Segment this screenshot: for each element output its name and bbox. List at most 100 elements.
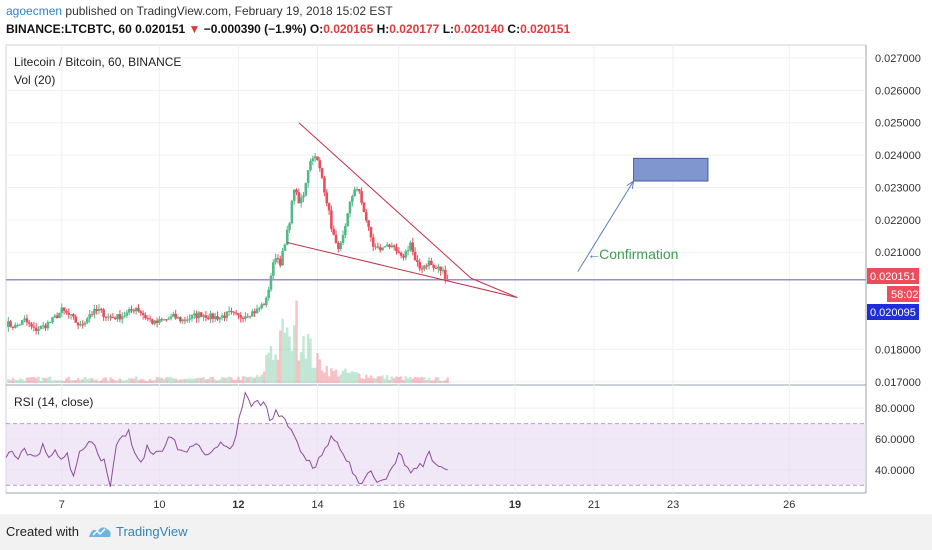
volume-bar [137, 380, 140, 383]
candle-body [230, 311, 233, 313]
volume-bar [37, 376, 40, 383]
candle-body [125, 312, 129, 316]
candle-body [409, 242, 412, 250]
volume-bar [367, 377, 370, 383]
volume-bar [111, 378, 115, 383]
volume-bar [341, 370, 345, 383]
volume-bar [262, 371, 266, 383]
candle-body [397, 251, 401, 253]
volume-bar [218, 379, 222, 383]
time-axis-labels: 7 10 12 14 16 19 21 23 26 [59, 499, 796, 511]
volume-bar [195, 378, 198, 383]
author-link[interactable]: agoecmen [6, 4, 63, 18]
volume-bar [230, 377, 233, 383]
candle-body [172, 313, 175, 317]
volume-bar [86, 379, 89, 383]
candle-body [283, 244, 287, 251]
candle-body [155, 320, 159, 323]
candle-body [318, 160, 322, 169]
volume-bar [18, 378, 22, 383]
candle-body [425, 265, 429, 267]
volume-bar [365, 374, 368, 383]
volume-bar [397, 377, 401, 383]
countdown-badge-bg [887, 286, 919, 302]
candle-body [146, 318, 150, 320]
tradingview-brand[interactable]: TradingView [116, 524, 188, 539]
volume-bar [327, 376, 331, 383]
chart-canvas[interactable]: ←Confirmation 0.0170000.0180000.0210000.… [0, 0, 932, 514]
volume-bar [41, 377, 45, 383]
candle-body [292, 189, 296, 201]
volume-bar [376, 376, 380, 383]
candle-body [72, 314, 75, 317]
volume-bar [16, 380, 19, 383]
candle-body [262, 304, 266, 306]
candle-body [106, 316, 110, 318]
volume-bar [434, 377, 438, 383]
volume-bar [420, 376, 424, 383]
candle-body [190, 314, 194, 319]
candle-body [44, 325, 47, 329]
volume-bar [65, 378, 68, 383]
publish-line: agoecmen published on TradingView.com, F… [6, 4, 393, 18]
candle-body [392, 245, 396, 248]
wedge-upper-extension [470, 277, 518, 299]
volume-bar [330, 368, 333, 383]
candle-body [423, 265, 426, 270]
volume-bar [437, 377, 440, 383]
volume-bar [158, 377, 161, 383]
candle-body [209, 313, 212, 320]
volume-bar [297, 360, 301, 383]
candle-body [285, 229, 289, 245]
volume-bar [381, 375, 384, 383]
open-label: O: [309, 22, 324, 36]
volume-bar [372, 378, 375, 383]
candle-body [237, 313, 240, 316]
left-arrow-icon: ← [587, 246, 601, 262]
time-tick-label: 19 [509, 499, 521, 511]
volume-bar [306, 333, 310, 383]
volume-bar [237, 377, 240, 383]
volume-bar [179, 379, 182, 383]
candle-body [265, 298, 268, 306]
volume-bar [174, 378, 177, 383]
volume-bar [295, 300, 298, 383]
volume-bar [265, 354, 268, 383]
candle-body [120, 316, 124, 320]
volume-bar [316, 353, 319, 383]
candle-body [60, 307, 64, 313]
volume-bar [121, 380, 124, 383]
time-tick-label: 10 [153, 499, 165, 511]
volume-bar [172, 378, 175, 383]
volume-bar [58, 380, 61, 383]
candle-body [434, 267, 438, 269]
footer-bar: Created with TradingView [0, 514, 932, 550]
volume-bar [109, 377, 112, 383]
candle-body [123, 315, 126, 317]
candle-body [197, 312, 201, 319]
candle-body [74, 316, 78, 323]
price-tick-label: 0.017000 [875, 377, 921, 389]
drawing-annotations: ←Confirmation [287, 122, 709, 299]
time-tick-label: 23 [667, 499, 679, 511]
candle-body [371, 237, 375, 247]
volume-bar [416, 377, 419, 383]
candle-body [351, 196, 354, 202]
volume-bar [399, 376, 403, 383]
plot-frame [5, 44, 867, 494]
tradingview-logo-icon [89, 527, 111, 537]
time-tick-label: 7 [59, 499, 65, 511]
price-axis-labels: 0.017000 0.018000 0.021000 0.022000 0.023000… [875, 53, 921, 477]
volume-bar [104, 377, 108, 383]
candle-body [255, 308, 259, 314]
high-value: 0.020177 [389, 22, 440, 36]
pane-title: Litecoin / Bitcoin, 60, BINANCE [14, 55, 181, 69]
candle-body [355, 189, 359, 191]
candle-body [9, 321, 12, 327]
volume-bar [395, 376, 398, 383]
volume-bars [7, 300, 449, 383]
candle-body [348, 201, 352, 214]
low-badge-bg [867, 304, 919, 320]
candle-body [353, 189, 356, 197]
volume-bar [423, 377, 426, 383]
